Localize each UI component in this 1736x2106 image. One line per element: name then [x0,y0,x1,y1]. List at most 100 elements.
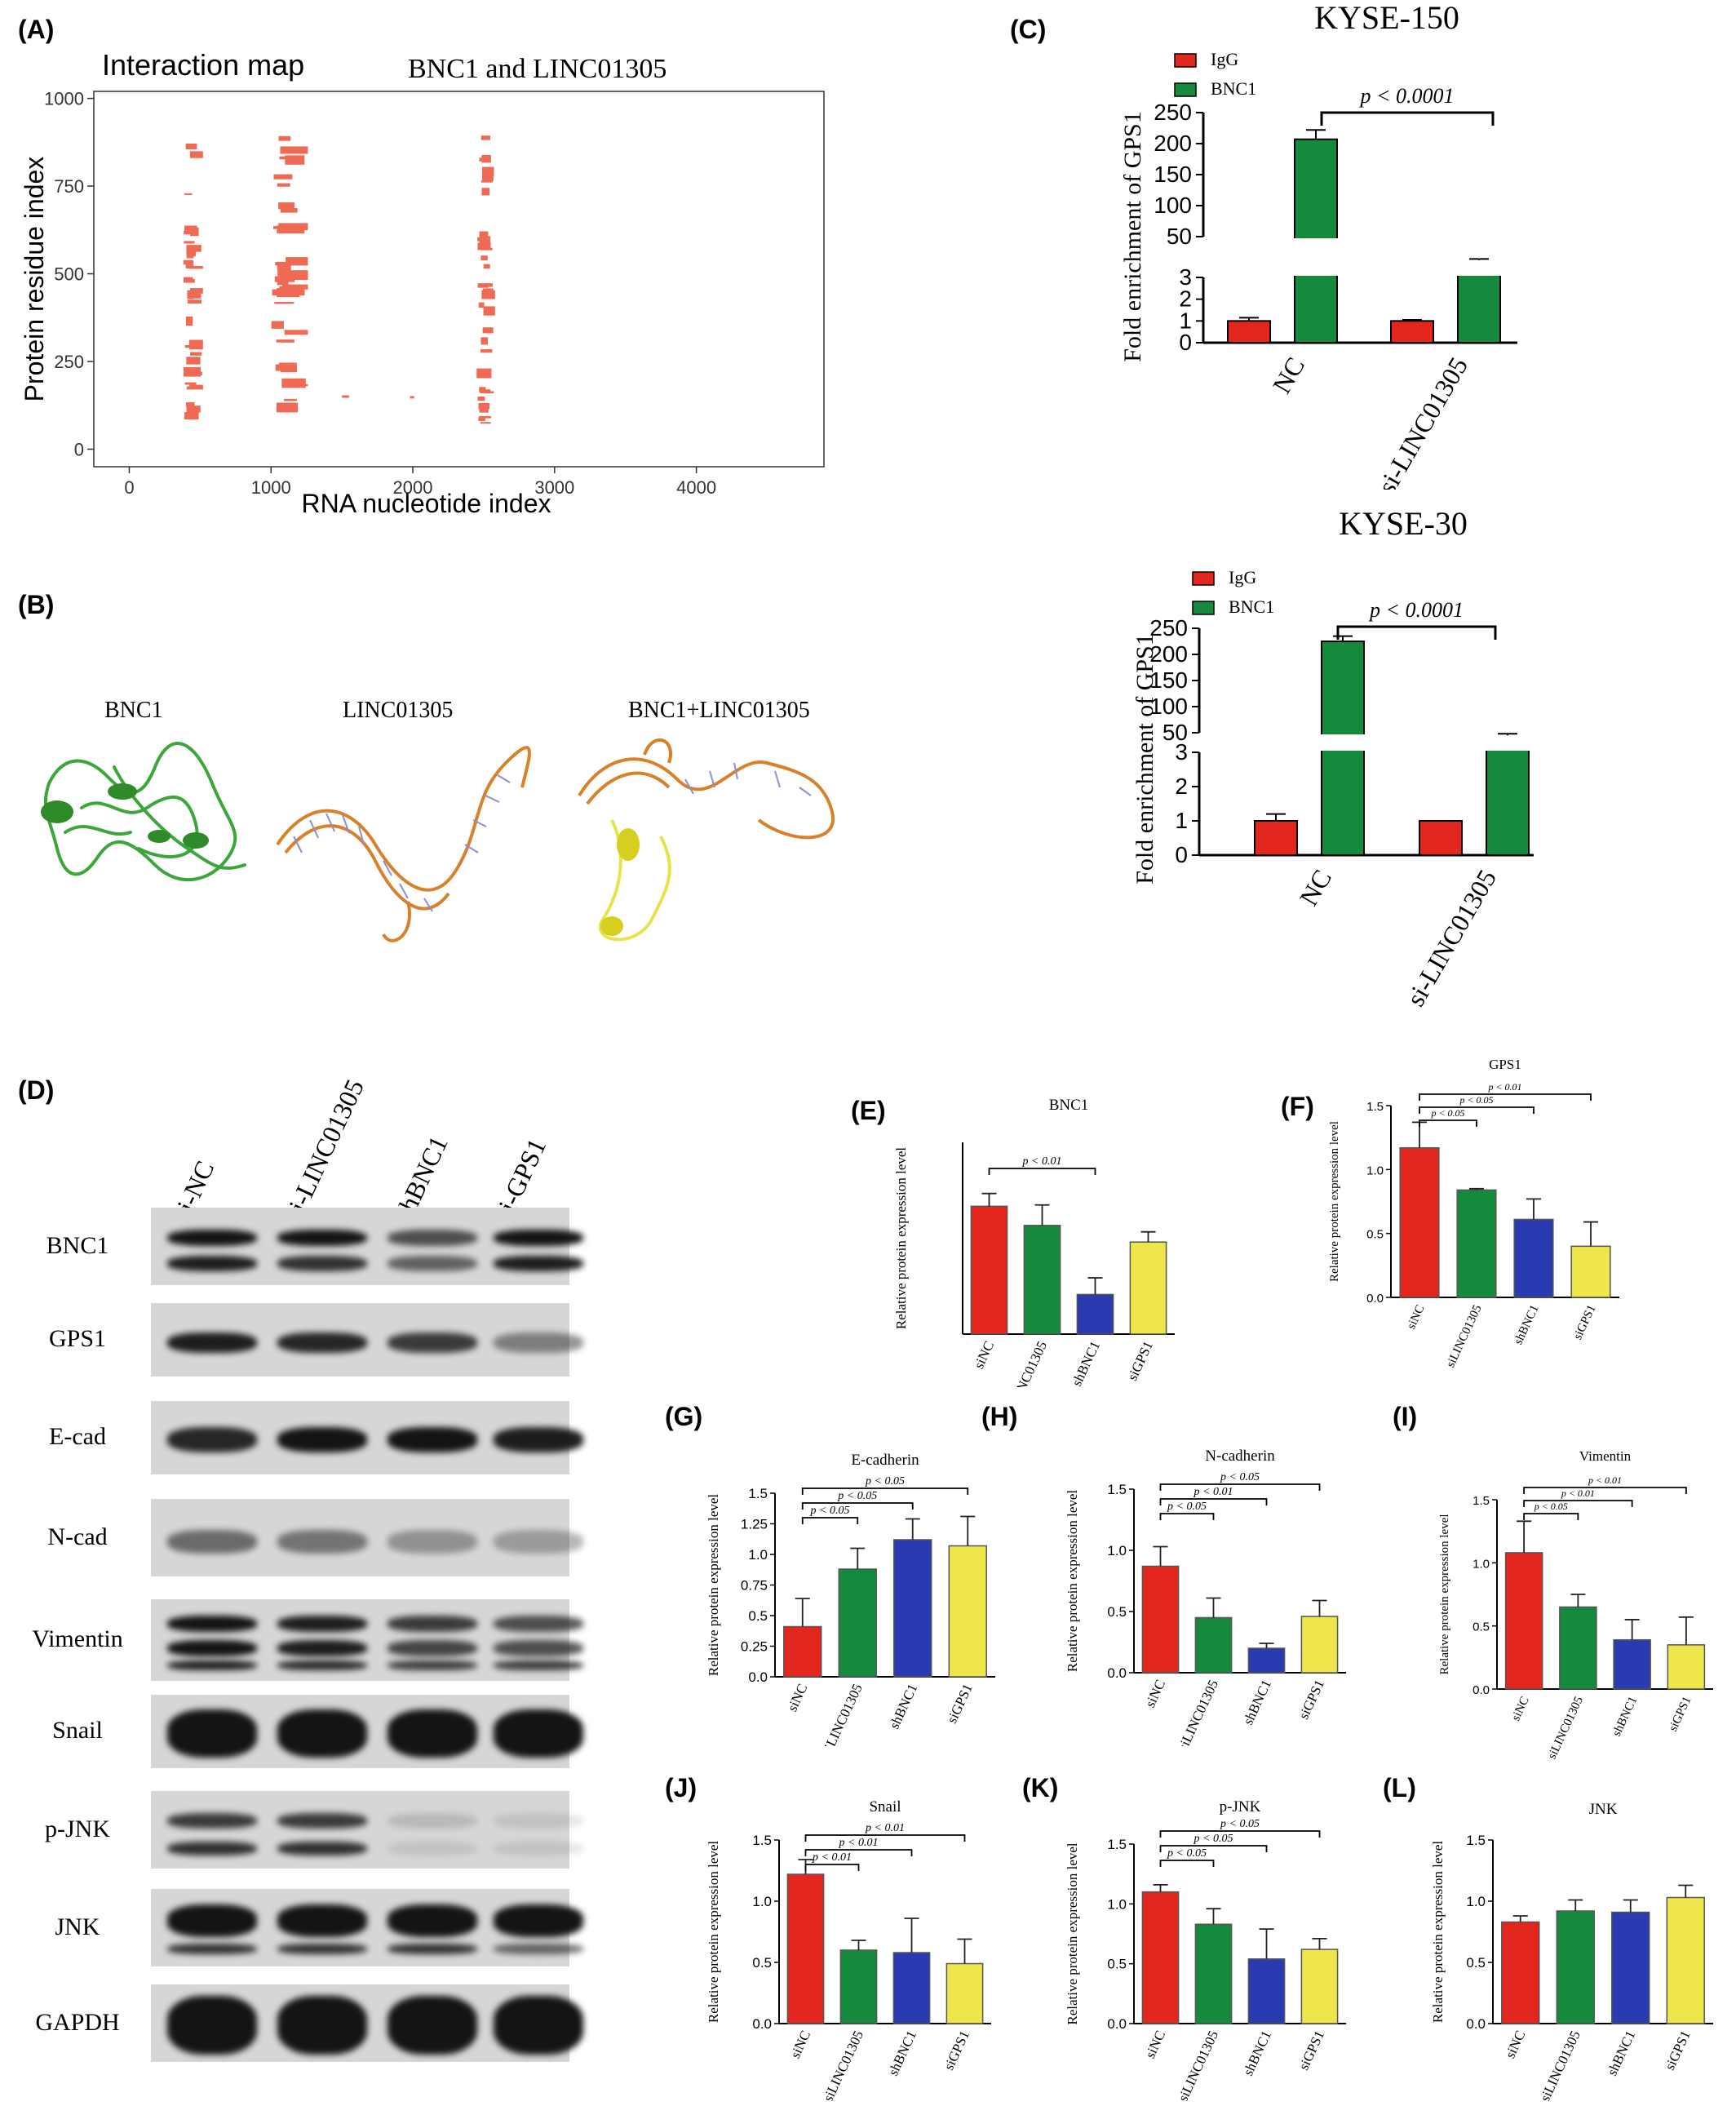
y-tick-label: 150 [1149,667,1188,693]
blot-band [167,1616,257,1632]
blot-strip-gps1 [151,1303,583,1377]
bar-sinc [1501,1921,1540,2024]
y-tick-label: 200 [1149,641,1188,667]
y-tick-label: 1.0 [748,1547,768,1563]
interaction-segment [278,202,294,210]
blot-band [388,1530,477,1554]
blot-band [388,1229,477,1247]
bar-silinc01305 [1556,1910,1595,2024]
interaction-segment [284,398,297,401]
e-cadherin-expression-chart: E-cadherin 0.0 0.25 0.5 0.75 1.0 1.25 1.5 Relati… [706,1452,995,1746]
interaction-segment [482,327,494,334]
bar-sinc [783,1625,822,1678]
x-tick-label: shBNC1 [885,2028,919,2078]
significance-label: p < 0.01 [1561,1488,1595,1499]
blot-band [494,1530,583,1554]
blot-band [494,1709,583,1758]
panel-label-h: (H) [981,1402,1018,1431]
blot-strip-e-cad [151,1401,583,1474]
significance-bracket [801,1488,969,1495]
blot-band [494,1841,583,1855]
blot-band [494,1426,583,1452]
x-tick-label: si-LINC01305 [1401,865,1503,1012]
interaction-map-chart: Interaction map BNC1 and LINC01305 0 1000 20… [20,48,825,518]
y-tick-label: 0.5 [1466,1955,1486,1971]
interaction-segment [342,395,349,398]
bnc1-expression-chart: BNC1 Relative protein expression level siN… [893,1097,1175,1387]
interaction-segment [183,373,191,375]
blot-band [388,1426,477,1452]
blot-band [388,1660,477,1670]
interaction-segment [478,283,493,287]
x-tick-label: siLINC01305 [1175,1678,1221,1746]
y-tick-label: 250 [1149,615,1188,641]
x-tick-label: siNC [1142,1678,1168,1710]
bar-shbnc1 [892,1952,931,2024]
blot-band [277,1640,367,1656]
blot-band [167,1943,257,1954]
significance-bracket [1159,1483,1321,1491]
x-tick-label: siGPS1 [1295,1678,1327,1722]
interaction-segment [184,230,196,235]
blot-band [167,1660,257,1670]
y-tick-label: 100 [1149,694,1188,719]
x-tick-label: siNC [787,2028,813,2061]
blot-band [494,1640,583,1656]
y-tick-label: 0.5 [752,1955,772,1971]
blot-row-label-bnc1: BNC1 [46,1231,109,1259]
blot-strip-snail [151,1695,583,1768]
bar-silinc01305 [1456,1189,1497,1298]
blot-strip-gapdh [151,1984,583,2062]
bar-igg-nc [1227,320,1271,344]
interaction-segment [276,402,299,413]
bnc1-structure-image [41,742,246,881]
blot-row-label-snail: Snail [52,1717,103,1744]
bar-shbnc1 [1611,1911,1650,2024]
interaction-segment [284,330,308,335]
interaction-segment [481,188,489,196]
interaction-segment [481,154,491,163]
significance-label: p < 0.01 [1588,1474,1622,1486]
interaction-segment [480,422,491,424]
y-tick-label: 150 [1154,162,1192,187]
blot-band [388,1616,477,1632]
interaction-segment [185,402,195,407]
bar-sigps1 [1667,1644,1706,1690]
interaction-segment [273,226,299,229]
interaction-segment [280,208,298,213]
blot-band [388,1812,477,1829]
interaction-segment [478,416,485,422]
x-tick-label: shBNC1 [1604,2028,1638,2078]
panel-label-k: (K) [1022,1773,1059,1802]
significance-label: p < 0.01 [865,1822,905,1834]
blot-row-label-n-cad: N-cad [47,1523,108,1550]
x-tick-label: shBNC1 [886,1682,920,1731]
interaction-segment [483,306,495,316]
interaction-segment [274,276,295,282]
x-tick-label: 4000 [676,477,716,498]
y-tick-label: 1.5 [1466,1833,1486,1848]
blot-band [388,1709,477,1758]
bar-silinc01305 [1023,1225,1061,1335]
blot-band [277,1229,367,1247]
chart-title: GPS1 [1489,1057,1521,1072]
plot-frame [93,91,825,468]
p-jnk-expression-chart: p-JNK 0.0 0.5 1.0 1.5 Relative protein expres… [1065,1798,1346,2101]
y-tick-label: 1.5 [1107,1482,1127,1497]
bar-igg-si-linc01305 [1419,820,1463,856]
y-tick-label: 0.75 [741,1578,768,1594]
x-tick-label: siLINC01305 [1546,1695,1586,1762]
significance-bracket [1523,1513,1579,1520]
significance-label: p < 0.05 [1459,1094,1493,1106]
blot-band [277,1660,367,1670]
blot-band [388,1943,477,1954]
chart-title: Vimentin [1579,1448,1632,1464]
significance-bracket [1336,625,1497,640]
y-axis-label: Relative protein expression level [1438,1514,1451,1674]
blot-band [167,1530,257,1554]
blot-strip-jnk [151,1889,583,1966]
y-tick-label: 250 [54,352,84,372]
legend-swatch [1174,53,1197,68]
y-tick-label: 50 [1162,720,1188,745]
interaction-segment [481,290,495,299]
